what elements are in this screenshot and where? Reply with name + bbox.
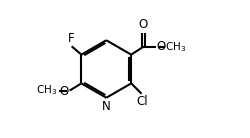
Text: CH$_3$: CH$_3$: [166, 40, 187, 54]
Text: O: O: [139, 18, 148, 31]
Text: F: F: [68, 32, 74, 45]
Text: Cl: Cl: [136, 95, 148, 108]
Text: N: N: [102, 100, 111, 113]
Text: CH$_3$: CH$_3$: [36, 84, 58, 97]
Text: O: O: [60, 85, 69, 98]
Text: O: O: [157, 40, 166, 53]
